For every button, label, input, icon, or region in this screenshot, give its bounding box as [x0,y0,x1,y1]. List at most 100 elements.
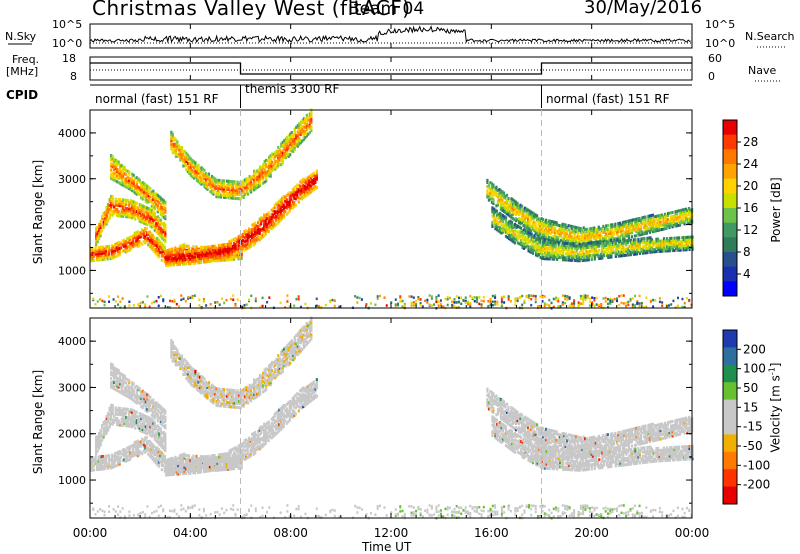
power-cell [282,203,285,207]
power-cell [593,232,596,236]
power-cell [119,167,122,171]
power-cell [119,173,122,177]
power-cell [122,183,125,187]
power-cell [91,246,94,250]
power-cell [611,240,614,244]
power-cell [190,251,194,255]
power-cell [148,234,151,238]
power-cell [634,242,637,246]
power-cell [227,196,230,200]
power-cell [284,210,287,214]
power-cell [214,258,218,262]
power-cell [121,239,124,243]
power-cell [602,231,605,235]
power-cell [534,225,537,229]
power-cell [207,245,210,249]
power-cell [546,223,549,227]
power-cell [246,240,249,244]
power-cell [257,184,260,188]
power-cell [156,221,159,225]
power-cell [532,220,536,224]
power-cell [296,124,299,128]
power-cell [639,218,643,222]
power-cell [101,225,104,229]
power-cell [140,192,143,196]
power-cell [161,234,164,238]
power-cell [266,169,269,173]
power-cell [275,214,278,218]
power-speckle [516,299,519,303]
power-cell [285,200,288,204]
power-cell [492,197,495,201]
power-cell [103,249,106,253]
power-cell [551,243,554,247]
power-cell [213,252,216,256]
power-cell [168,261,171,265]
power-cell [141,232,144,236]
power-cell [175,254,178,258]
power-cell [293,133,296,137]
power-cell [208,259,212,263]
power-cell [199,260,203,264]
power-cell [655,250,658,254]
power-cell [651,228,655,232]
power-cell [170,143,173,147]
power-cell [131,210,134,214]
power-cell [168,248,171,252]
power-cell [119,165,122,169]
power-cell [210,256,213,260]
power-cell [573,231,576,235]
power-cell [226,248,230,252]
power-cell [572,256,575,260]
power-cell [290,133,293,137]
power-cell [650,224,653,228]
power-cell [674,212,677,216]
power-cell [547,242,550,246]
power-cell [180,260,183,264]
power-cell [140,218,143,222]
power-cell [224,189,227,193]
power-cell [528,239,532,243]
power-cell [506,229,509,233]
power-cell [282,211,285,215]
power-cell [106,253,109,257]
power-cell [117,168,120,172]
power-cell [650,222,653,226]
power-cell [607,241,610,245]
power-cell [593,257,596,261]
power-cell [205,251,209,255]
power-cell [589,249,592,253]
power-cell [601,242,604,246]
power-cell [250,176,253,180]
power-cell [126,180,129,184]
power-cell [168,255,171,259]
power-cell [529,218,533,222]
power-speckle [536,304,539,308]
power-cell [178,246,181,250]
power-cell [216,191,220,195]
power-cell [183,247,186,251]
power-cell [190,257,194,261]
power-cell [523,225,527,229]
power-cell [243,232,246,236]
power-cell [595,242,598,246]
power-cell [186,165,190,169]
power-cell [654,214,658,218]
power-cell [624,224,627,228]
power-cell [293,127,296,131]
power-cell [568,258,571,262]
power-cell [98,231,101,235]
power-cell [608,247,611,251]
power-cell [499,197,503,201]
power-cell [98,235,101,239]
power-cell [164,237,167,241]
power-cell [218,191,221,195]
power-cell [91,257,94,261]
power-cell [516,201,519,205]
power-cell [540,244,544,248]
power-cell [164,235,167,239]
power-cell [259,167,262,171]
power-cell [253,169,256,173]
power-cell [287,202,290,206]
power-cell [294,191,297,195]
